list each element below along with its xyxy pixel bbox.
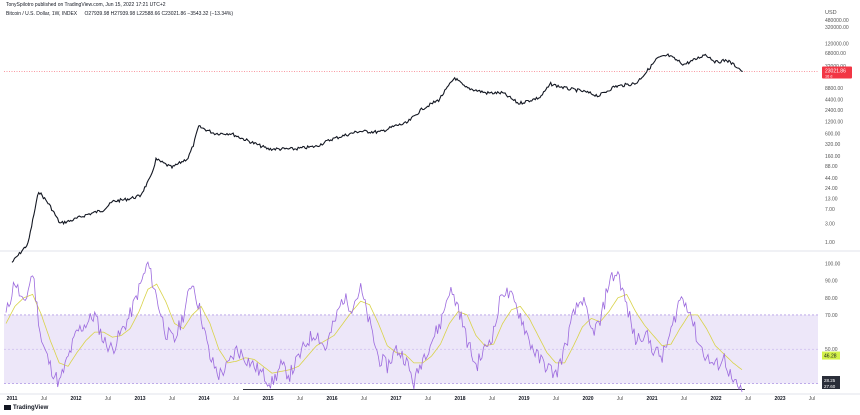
symbol-title: Bitcoin / U.S. Dollar, 1W, INDEX xyxy=(6,11,78,17)
x-tick-label: Jul xyxy=(169,396,175,402)
tradingview-logo-icon xyxy=(4,405,11,410)
x-tick-label: 2018 xyxy=(454,396,465,402)
price-tick-label: 8800.00 xyxy=(825,86,843,92)
current-price-sublabel: 16 d xyxy=(825,75,832,79)
x-tick-label: Jul xyxy=(361,396,367,402)
price-tick-label: 2400.00 xyxy=(825,108,843,114)
current-price-badge xyxy=(822,66,852,79)
price-tick-label: 1200.00 xyxy=(825,120,843,126)
price-tick-label: 7.00 xyxy=(825,207,835,213)
x-tick-label: Jul xyxy=(489,396,495,402)
price-tick-label: 44.00 xyxy=(825,176,838,182)
rsi-tick-label: 80.00 xyxy=(825,296,838,302)
currency-label: USD xyxy=(825,10,837,16)
publish-info: TonySpilotro published on TradingView.co… xyxy=(6,2,166,8)
rsi-line xyxy=(5,261,743,393)
rsi-tick-label: 90.00 xyxy=(825,279,838,285)
x-tick-label: Jul xyxy=(233,396,239,402)
rsi-ma-line xyxy=(5,283,743,374)
price-tick-label: 3.00 xyxy=(825,221,835,227)
x-tick-label: Jul xyxy=(681,396,687,402)
x-tick-label: 2016 xyxy=(326,396,337,402)
x-tick-label: 2017 xyxy=(390,396,401,402)
x-tick-label: 2011 xyxy=(7,396,18,402)
rsi-value-badge-label-b: 27.60 xyxy=(824,384,836,389)
x-tick-label: Jul xyxy=(809,396,815,402)
price-tick-label: 24.00 xyxy=(825,186,838,192)
price-axis[interactable]: 480000.00320000.00120000.0068000.0032000… xyxy=(822,10,852,246)
x-tick-label: Jul xyxy=(553,396,559,402)
x-tick-label: 2015 xyxy=(262,396,273,402)
x-tick-label: Jul xyxy=(297,396,303,402)
x-tick-label: Jul xyxy=(745,396,751,402)
rsi-value-badge xyxy=(822,376,840,389)
x-tick-label: Jul xyxy=(425,396,431,402)
x-tick-label: Jul xyxy=(105,396,111,402)
x-tick-label: 2023 xyxy=(774,396,785,402)
rsi-band xyxy=(4,314,818,384)
price-tick-label: 88.00 xyxy=(825,164,838,170)
price-tick-label: 160.00 xyxy=(825,154,841,160)
x-tick-label: 2013 xyxy=(134,396,145,402)
current-price-label: 23021.86 xyxy=(825,69,846,75)
price-tick-label: 480000.00 xyxy=(825,18,849,24)
x-tick-label: 2014 xyxy=(198,396,209,402)
rsi-ma-badge-label: 46.28 xyxy=(824,354,837,360)
x-tick-label: Jul xyxy=(617,396,623,402)
price-tick-label: 320000.00 xyxy=(825,25,849,31)
price-tick-label: 13.00 xyxy=(825,196,838,202)
price-tick-label: 320.00 xyxy=(825,142,841,148)
x-tick-label: 2021 xyxy=(646,396,657,402)
x-tick-label: 2020 xyxy=(582,396,593,402)
tradingview-logo-text: TradingView xyxy=(13,405,49,411)
price-pane xyxy=(0,53,860,263)
x-tick-label: Jul xyxy=(41,396,47,402)
rsi-axis[interactable]: 100.0090.0080.0070.0050.0030.0046.2828.2… xyxy=(822,262,841,389)
rsi-ma-badge xyxy=(822,351,840,360)
price-tick-label: 120000.00 xyxy=(825,42,849,48)
rsi-tick-label: 100.00 xyxy=(825,262,841,268)
price-tick-label: 68000.00 xyxy=(825,51,846,57)
symbol-info: Bitcoin / U.S. Dollar, 1W, INDEX O27939.… xyxy=(6,11,233,17)
rsi-pane xyxy=(4,261,818,393)
x-axis: 2011 Jul 2012 Jul 2013 Jul 2014 Jul 2015 Jul 2016 J… xyxy=(0,393,860,402)
x-tick-label: 2012 xyxy=(70,396,81,402)
price-series-line xyxy=(11,53,743,263)
tradingview-logo: TradingView xyxy=(4,405,48,411)
x-tick-label: 2022 xyxy=(710,396,721,402)
rsi-tick-label: 50.00 xyxy=(825,347,838,353)
x-tick-label: 2019 xyxy=(518,396,529,402)
price-tick-label: 4400.00 xyxy=(825,98,843,104)
rsi-value-badge-label-a: 28.25 xyxy=(824,378,836,383)
price-tick-label: 1.00 xyxy=(825,240,835,246)
rsi-tick-label: 70.00 xyxy=(825,313,838,319)
price-tick-label: 600.00 xyxy=(825,131,841,137)
ohlc-values: O27939.98 H27939.98 L22588.66 C23021.86 … xyxy=(84,11,233,17)
